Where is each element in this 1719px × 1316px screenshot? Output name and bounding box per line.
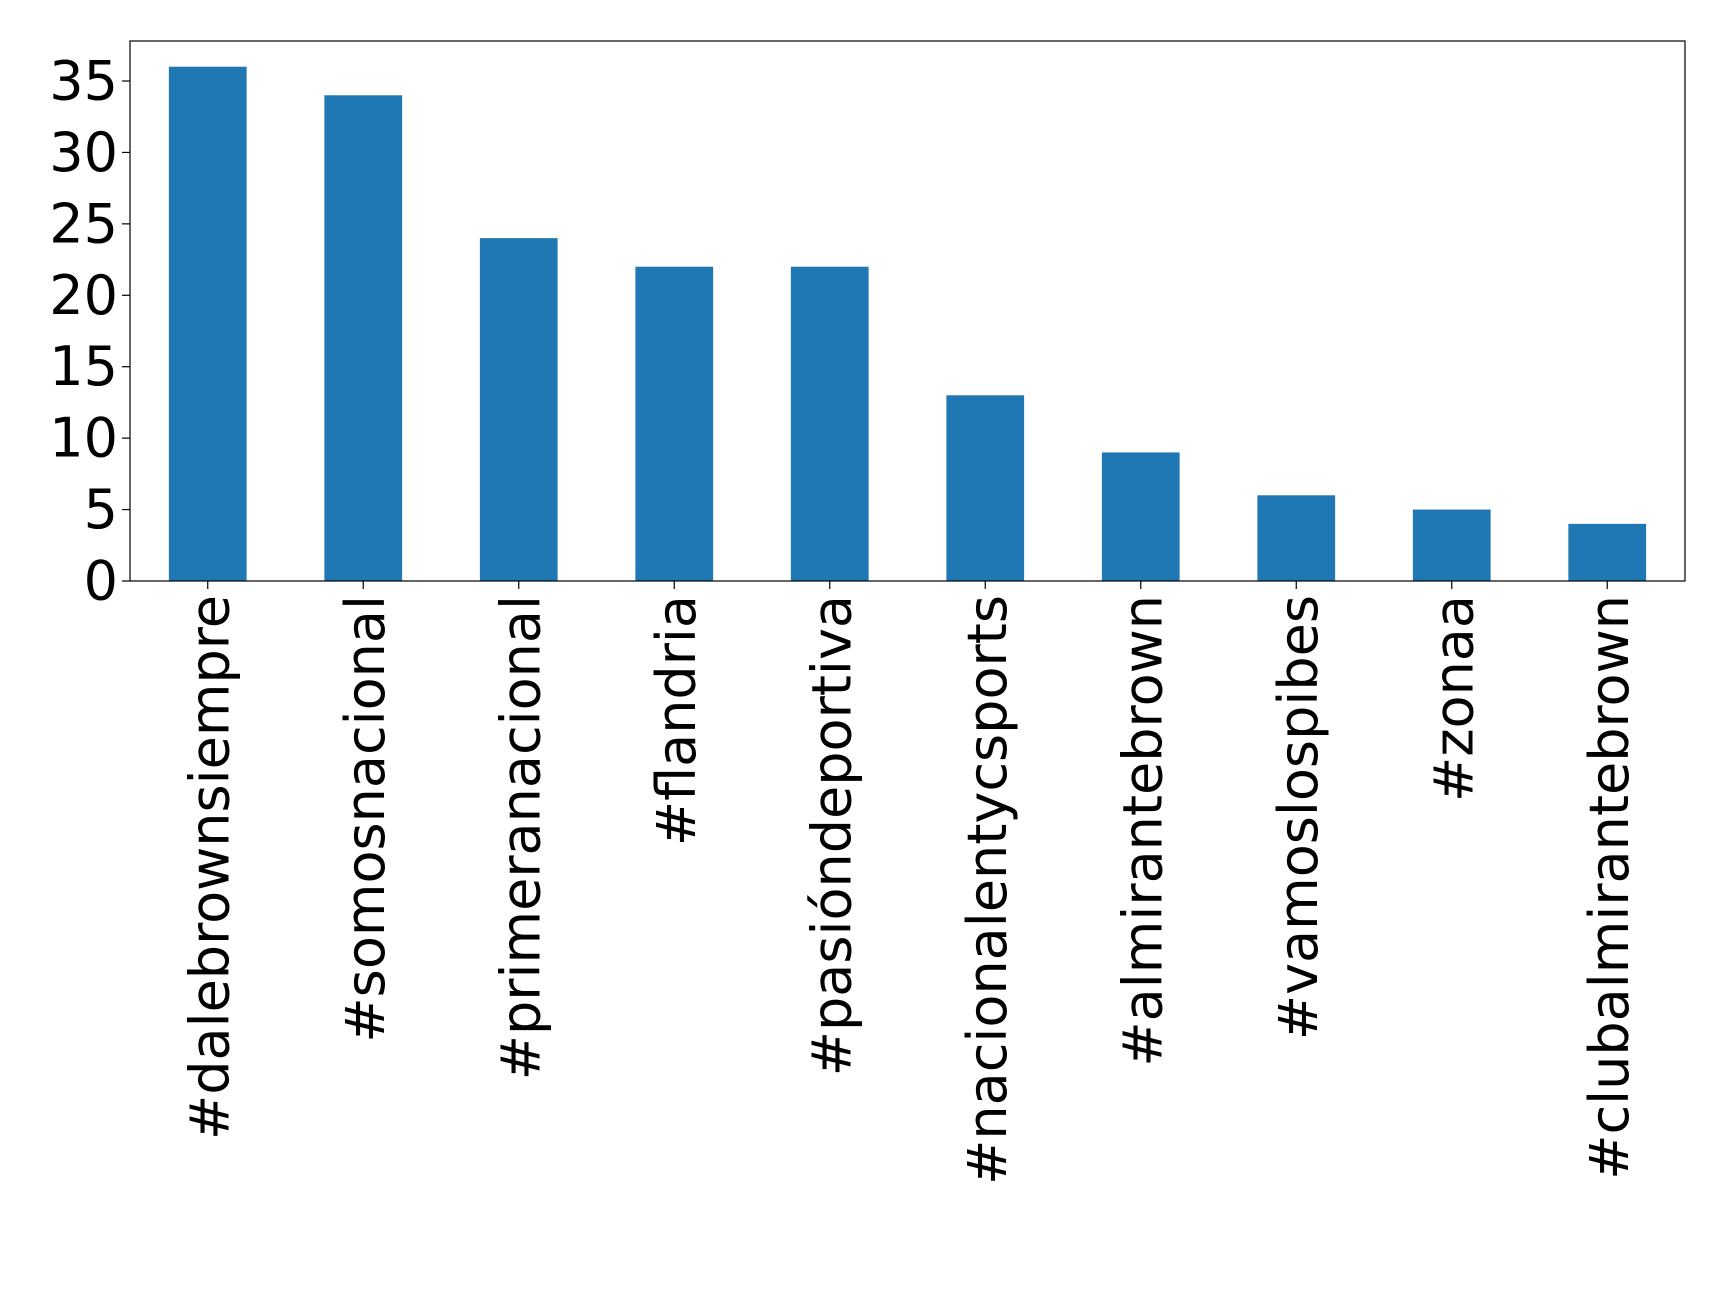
x-tick-label: #pasióndeportiva bbox=[800, 595, 863, 1076]
x-tick-label: #nacionalentycsports bbox=[956, 595, 1019, 1185]
bar bbox=[168, 66, 247, 581]
y-tick-label: 10 bbox=[49, 407, 118, 470]
y-tick-label: 0 bbox=[84, 550, 118, 613]
x-tick-label: #primeranacional bbox=[489, 595, 552, 1080]
bar bbox=[635, 266, 714, 581]
bar bbox=[1101, 452, 1180, 581]
bar bbox=[790, 266, 869, 581]
bar bbox=[1412, 509, 1491, 581]
y-tick-label: 35 bbox=[49, 50, 118, 113]
x-tick-label: #clubalmirantebrown bbox=[1578, 595, 1641, 1180]
bar bbox=[324, 95, 403, 582]
y-axis: 0 5 10 15 20 25 30 35 bbox=[49, 50, 130, 613]
x-tick-label: #zonaa bbox=[1422, 595, 1485, 802]
bar bbox=[479, 238, 558, 581]
bar bbox=[946, 395, 1025, 581]
x-tick-label: #flandria bbox=[645, 595, 708, 846]
plot-frame bbox=[129, 40, 1686, 582]
y-tick-label: 15 bbox=[49, 335, 118, 398]
x-axis: #dalebrownsiempre #somosnacional #primeran… bbox=[178, 581, 1641, 1185]
x-tick-label: #almirantebrown bbox=[1111, 595, 1174, 1067]
x-tick-label: #somosnacional bbox=[334, 595, 397, 1043]
y-tick-label: 5 bbox=[84, 478, 118, 541]
bars-layer bbox=[168, 66, 1647, 582]
y-tick-label: 20 bbox=[49, 264, 118, 327]
y-tick-label: 25 bbox=[49, 192, 118, 255]
x-tick-label: #dalebrownsiempre bbox=[178, 595, 241, 1140]
bar bbox=[1257, 495, 1336, 581]
y-tick-label: 30 bbox=[49, 121, 118, 184]
x-tick-label: #vamoslospibes bbox=[1267, 595, 1330, 1040]
bar bbox=[1568, 523, 1647, 581]
